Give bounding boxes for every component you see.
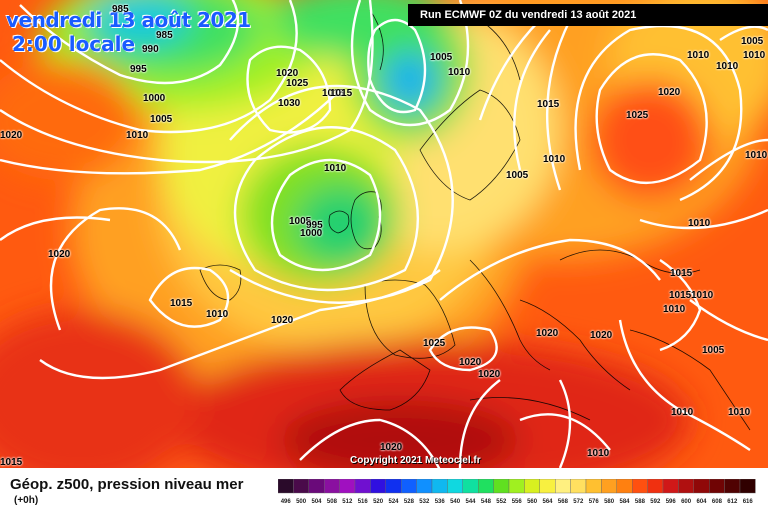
scale-tick-label: 604	[696, 499, 707, 505]
scale-tick-label: 612	[727, 499, 738, 505]
run-info-banner: Run ECMWF 0Z du vendredi 13 août 2021	[408, 4, 768, 26]
scale-tick-label: 512	[342, 499, 353, 505]
scale-swatch	[616, 479, 633, 494]
isobar-lines	[0, 0, 768, 468]
scale-swatch	[662, 479, 679, 494]
scale-tick-label: 584	[619, 499, 630, 505]
scale-tick-label: 572	[573, 499, 584, 505]
scale-swatch	[709, 479, 725, 494]
scale-tick-label: 596	[666, 499, 677, 505]
scale-swatch	[632, 479, 648, 494]
scale-swatch	[724, 479, 741, 494]
copyright: Copyright 2021 Meteociel.fr	[350, 455, 481, 466]
scale-swatch	[462, 479, 479, 494]
scale-swatch	[431, 479, 448, 494]
scale-tick-label: 520	[373, 499, 384, 505]
scale-swatch	[739, 479, 756, 494]
scale-tick-label: 556	[512, 499, 523, 505]
scale-swatch	[416, 479, 433, 494]
scale-tick-label: 560	[527, 499, 538, 505]
scale-tick-label: 580	[604, 499, 615, 505]
scale-swatch	[601, 479, 617, 494]
scale-swatch	[370, 479, 387, 494]
scale-swatch	[447, 479, 463, 494]
forecast-map	[0, 0, 768, 468]
scale-tick-label: 564	[542, 499, 553, 505]
legend-subtitle: (+0h)	[14, 495, 39, 506]
scale-tick-label: 504	[311, 499, 322, 505]
color-scale: 496 500 504 508 512 516 520 524 528 532 536 540 544 5…	[278, 479, 756, 505]
scale-tick-label: 616	[743, 499, 754, 505]
scale-tick-label: 548	[481, 499, 492, 505]
scale-tick-label: 532	[419, 499, 430, 505]
scale-tick-label: 576	[589, 499, 600, 505]
forecast-date: vendredi 13 août 2021	[6, 8, 251, 32]
scale-swatch	[539, 479, 556, 494]
scale-tick-label: 516	[358, 499, 369, 505]
scale-swatch	[647, 479, 664, 494]
scale-swatch	[678, 479, 694, 494]
scale-tick-label: 508	[327, 499, 338, 505]
scale-tick-label: 592	[650, 499, 661, 505]
scale-tick-label: 608	[712, 499, 723, 505]
scale-swatch	[339, 479, 356, 494]
scale-tick-label: 540	[450, 499, 461, 505]
scale-swatch	[570, 479, 587, 494]
scale-tick-label: 588	[635, 499, 646, 505]
scale-swatch	[293, 479, 309, 494]
scale-swatch	[693, 479, 710, 494]
coastlines	[199, 9, 751, 431]
scale-swatch	[585, 479, 602, 494]
scale-swatch	[524, 479, 540, 494]
scale-swatch	[508, 479, 525, 494]
scale-swatch	[324, 479, 340, 494]
scale-tick-label: 568	[558, 499, 569, 505]
geopotential-field	[0, 0, 768, 468]
scale-tick-label: 524	[388, 499, 399, 505]
scale-swatch	[493, 479, 510, 494]
scale-swatch	[354, 479, 371, 494]
scale-tick-label: 600	[681, 499, 692, 505]
forecast-time: 2:00 locale	[12, 32, 136, 56]
scale-tick-label: 500	[296, 499, 307, 505]
scale-tick-label: 496	[281, 499, 292, 505]
scale-swatch	[278, 479, 294, 494]
scale-tick-label: 536	[435, 499, 446, 505]
scale-swatch	[477, 479, 494, 494]
scale-tick-label: 552	[496, 499, 507, 505]
scale-tick-label: 544	[465, 499, 476, 505]
scale-tick-label: 528	[404, 499, 415, 505]
scale-swatch	[555, 479, 571, 494]
scale-swatch	[385, 479, 402, 494]
scale-swatch	[400, 479, 417, 494]
legend-title: Géop. z500, pression niveau mer	[10, 476, 244, 493]
scale-swatch	[308, 479, 325, 494]
